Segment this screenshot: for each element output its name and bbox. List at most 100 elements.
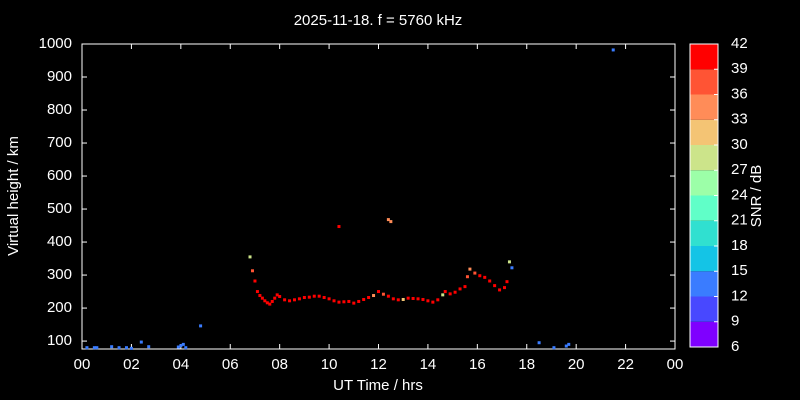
x-tick-label: 10 (321, 356, 338, 373)
colorbar-label: SNR / dB (748, 165, 765, 228)
point (273, 296, 277, 300)
point (342, 300, 346, 304)
x-tick-label: 02 (123, 356, 140, 373)
point (389, 220, 393, 224)
y-tick-label: 900 (47, 68, 72, 85)
point (250, 269, 254, 273)
point (124, 346, 128, 350)
x-tick-label: 06 (222, 356, 239, 373)
point (448, 292, 452, 296)
point (117, 346, 121, 350)
point (391, 297, 395, 301)
point (426, 299, 430, 303)
point (260, 296, 264, 300)
point (386, 294, 390, 298)
point (441, 293, 445, 297)
colorbar-tick-label: 27 (731, 161, 748, 178)
colorbar-tick-label: 9 (731, 313, 739, 330)
y-tick-label: 400 (47, 233, 72, 250)
colorbar-tick-label: 33 (731, 111, 748, 128)
y-tick-label: 300 (47, 266, 72, 283)
point (181, 342, 185, 346)
point (92, 346, 96, 350)
point (337, 300, 341, 304)
point (431, 300, 435, 304)
point (322, 296, 326, 300)
colorbar-tick-label: 6 (731, 338, 739, 355)
point (95, 346, 99, 350)
x-tick-label: 04 (172, 356, 189, 373)
point (297, 297, 301, 301)
point (176, 345, 180, 349)
point (255, 290, 259, 294)
point (483, 275, 487, 279)
point (147, 345, 151, 349)
point (510, 266, 514, 270)
point (406, 296, 410, 300)
point (129, 346, 133, 350)
point (552, 346, 556, 350)
point (507, 260, 511, 264)
point (381, 292, 385, 296)
colorbar-tick-label: 42 (731, 35, 748, 52)
x-tick-label: 00 (667, 356, 684, 373)
colorbar-band (690, 94, 718, 120)
point (288, 299, 292, 303)
point (436, 298, 440, 302)
point (362, 297, 366, 301)
point (564, 344, 568, 348)
point (421, 297, 425, 301)
y-tick-label: 100 (47, 332, 72, 349)
colorbar-band (690, 69, 718, 95)
colorbar-tick-label: 18 (731, 237, 748, 254)
point (611, 48, 615, 52)
point (465, 275, 469, 279)
point (488, 279, 492, 283)
x-tick-label: 12 (370, 356, 387, 373)
point (377, 290, 380, 294)
colorbar-band (690, 195, 718, 221)
x-tick-label: 08 (271, 356, 288, 373)
point (453, 290, 457, 294)
point (332, 299, 336, 303)
x-tick-label: 18 (518, 356, 535, 373)
colorbar-tick-label: 36 (731, 85, 748, 102)
point (258, 294, 262, 298)
y-tick-label: 700 (47, 134, 72, 151)
point (347, 299, 351, 303)
y-tick-label: 800 (47, 101, 72, 118)
x-axis-label: UT Time / hrs (333, 377, 423, 394)
point (302, 296, 306, 300)
y-tick-label: 200 (47, 299, 72, 316)
point (184, 346, 188, 350)
point (327, 297, 331, 301)
point (312, 294, 316, 298)
point (537, 341, 541, 345)
point (270, 299, 274, 303)
point (505, 280, 509, 284)
colorbar-band (690, 296, 718, 322)
colorbar-tick-label: 39 (731, 60, 748, 77)
point (468, 267, 472, 271)
point (416, 297, 420, 301)
point (265, 301, 269, 305)
point (478, 274, 482, 278)
chart-title: 2025-11-18. f = 5760 kHz (294, 12, 463, 29)
colorbar-band (690, 220, 718, 246)
point (283, 298, 287, 302)
point (372, 294, 376, 298)
point (317, 294, 321, 298)
point (352, 301, 356, 305)
x-tick-label: 00 (74, 356, 91, 373)
point (263, 299, 267, 303)
point (396, 298, 400, 302)
point (443, 290, 447, 294)
colorbar-tick-label: 12 (731, 287, 748, 304)
x-tick-label: 14 (420, 356, 437, 373)
colorbar-band (690, 44, 718, 70)
colorbar-band (690, 170, 718, 196)
colorbar-tick-label: 21 (731, 212, 748, 229)
point (292, 298, 296, 302)
colorbar-band (690, 271, 718, 297)
